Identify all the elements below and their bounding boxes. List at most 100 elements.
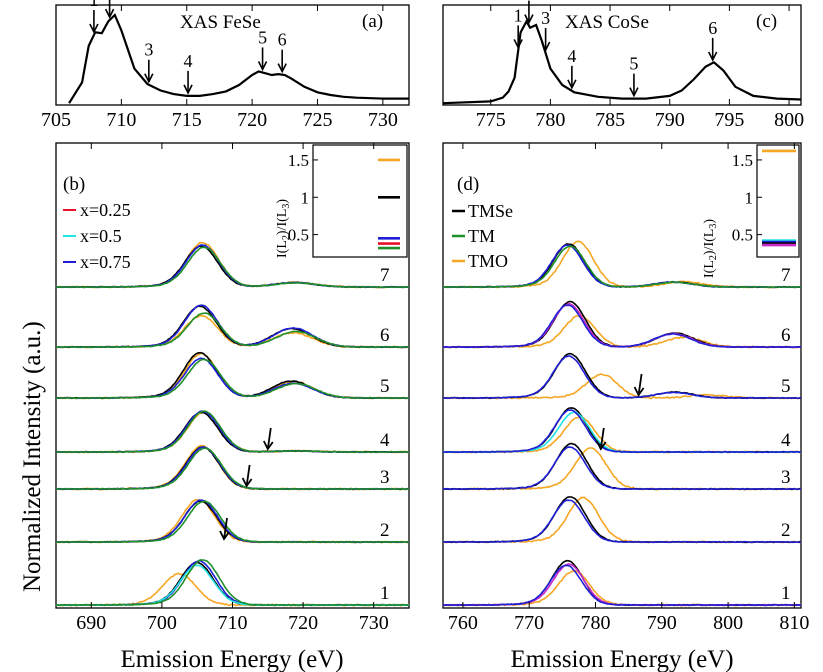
marker-arrowhead [277, 63, 287, 74]
x-tick-label: 785 [595, 109, 625, 131]
inset-y-tick-label: 0.5 [732, 226, 753, 245]
marker-arrowhead [144, 73, 154, 84]
xes-spectrum-line [55, 445, 410, 491]
xes-spectrum-line [442, 304, 802, 349]
x-tick-label: 800 [774, 109, 804, 131]
excitation-arrowhead [262, 440, 274, 451]
x-tick-label: 710 [106, 109, 136, 131]
legend-label: x=0.25 [80, 200, 131, 220]
marker-arrowhead [629, 87, 639, 98]
xes-spectrum-line [55, 447, 410, 491]
spectrum-index-label: 7 [380, 265, 390, 286]
panel-d-plot: 1 2 3 4 5 6 7 [442, 240, 802, 607]
x-tick-label: 725 [302, 109, 332, 131]
panel-c-label: (c) [756, 11, 777, 32]
xas-spectrum-line [68, 13, 409, 104]
xes-spectrum-line [442, 302, 802, 349]
legend-label: TMSe [468, 201, 513, 221]
panel-a-title: XAS FeSe [180, 12, 261, 33]
panel-d-label: (d) [457, 174, 479, 195]
x-tick-label: 780 [535, 109, 565, 131]
xes-spectrum-line [442, 569, 802, 607]
marker-arrowhead [567, 79, 577, 90]
excitation-arrow [266, 427, 272, 450]
xes-spectrum-line [442, 411, 802, 454]
x-axis-label-right: Emission Energy (eV) [510, 646, 733, 672]
panel-b-legend: x=0.25 x=0.5 x=0.75 [63, 200, 131, 272]
x-tick-label: 775 [476, 109, 506, 131]
marker-label: 5 [629, 54, 638, 74]
xes-spectrum-line [55, 312, 410, 349]
x-tick-label: 730 [359, 612, 389, 634]
xes-spectrum-line [442, 496, 802, 544]
excitation-arrowhead [633, 386, 645, 397]
legend-label: TM [468, 226, 495, 246]
xes-spectrum-line [55, 357, 410, 400]
panel-c: 1 2 34 5 6 XAS CoSe (c) 775 780 785 790 795 800 [442, 0, 804, 131]
xes-spectrum-line [442, 245, 801, 289]
excitation-arrowhead [241, 477, 253, 488]
marker-arrowhead [513, 39, 523, 50]
x-tick-label: 795 [714, 109, 744, 131]
legend-label: x=0.5 [80, 226, 122, 246]
y-axis-label: Normalized Intensity (a.u.) [19, 321, 46, 592]
inset-y-tick-label: 0.5 [288, 226, 309, 245]
marker-label: 4 [184, 51, 193, 71]
excitation-arrow [637, 373, 643, 396]
marker-arrowhead [707, 51, 718, 62]
xes-spectrum-line [442, 407, 802, 454]
x-tick-label: 810 [779, 612, 809, 634]
xas-spectrum-line [442, 19, 802, 105]
panel-a-frame [55, 4, 410, 106]
x-axis-label-left: Emission Energy (eV) [120, 646, 343, 672]
marker-label: 6 [278, 30, 287, 50]
xes-spectrum-line [55, 246, 409, 289]
xes-spectrum-line [443, 409, 802, 454]
panel-d-legend: TMSe TM TMO [452, 201, 513, 271]
xes-spectrum-line [442, 496, 802, 544]
x-tick-label: 760 [448, 612, 478, 634]
xes-spectrum-line [442, 355, 802, 400]
marker-arrowhead [89, 23, 99, 34]
xes-spectrum-line [442, 352, 802, 400]
panel-d-inset: I(L2)/I(L3) 0.5 1 1.5 [702, 144, 800, 278]
panel-d-inset-ylabel: I(L2)/I(L3) [702, 219, 719, 278]
excitation-arrow [223, 517, 228, 540]
marker-label: 2 [524, 0, 533, 1]
panel-b-inset: I(L2)/I(L3) 0.5 1 1.5 [275, 144, 408, 258]
marker-arrowhead [540, 41, 551, 52]
xes-spectrum-line [56, 499, 410, 544]
x-tick-label: 790 [647, 612, 677, 634]
spectrum-index-label: 3 [781, 467, 791, 488]
xes-spectrum-line [56, 500, 410, 544]
marker-arrowhead [183, 84, 193, 95]
panel-b-inset-ylabel: I(L2)/I(L3) [275, 199, 292, 258]
xes-spectrum-line [55, 305, 410, 349]
xes-spectrum-line [442, 559, 801, 607]
panel-d-x-ticks: 760 770 780 790 800 810 [448, 143, 809, 634]
xes-spectrum-line [55, 559, 410, 607]
spectrum-index-label: 6 [380, 325, 390, 346]
panel-d-frame [442, 142, 802, 609]
spectrum-index-label: 2 [781, 520, 791, 541]
panel-c-title: XAS CoSe [565, 12, 649, 33]
spectrum-index-label: 3 [380, 467, 390, 488]
spectrum-index-label: 7 [781, 265, 791, 286]
panel-a-x-ticks: 705 710 715 720 725 730 [41, 5, 398, 131]
marker-arrowhead [524, 14, 534, 25]
spectrum-index-label: 4 [380, 430, 390, 451]
panel-b-x-ticks: 690 700 710 720 730 [76, 143, 389, 634]
panel-b-label: (b) [63, 174, 85, 195]
xes-spectrum-line [442, 563, 802, 607]
x-tick-label: 770 [514, 612, 544, 634]
spectrum-index-label: 2 [380, 520, 390, 541]
x-tick-label: 705 [41, 109, 71, 131]
marker-label: 5 [258, 27, 267, 47]
inset-y-tick-label: 1 [301, 188, 310, 207]
marker-label: 6 [708, 18, 717, 38]
panel-d-inset-frame [756, 144, 800, 258]
spectrum-index-label: 1 [781, 583, 791, 604]
x-tick-label: 710 [218, 612, 248, 634]
